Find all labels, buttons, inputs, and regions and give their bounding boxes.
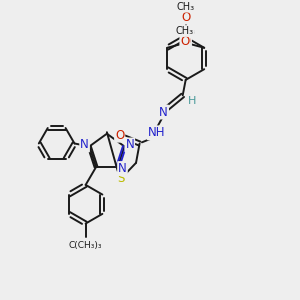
Text: O: O <box>115 129 124 142</box>
Text: C(CH₃)₃: C(CH₃)₃ <box>69 241 102 250</box>
Text: N: N <box>118 162 127 175</box>
Text: CH₃: CH₃ <box>176 26 194 36</box>
Text: O: O <box>181 11 190 24</box>
Text: N: N <box>125 139 134 152</box>
Text: NH: NH <box>148 126 165 139</box>
Text: O: O <box>182 35 191 48</box>
Text: N: N <box>80 139 89 152</box>
Text: CH₃: CH₃ <box>177 2 195 12</box>
Text: CH₃: CH₃ <box>177 26 195 36</box>
Text: O: O <box>180 35 190 48</box>
Text: H: H <box>188 96 196 106</box>
Text: S: S <box>117 172 124 185</box>
Text: N: N <box>159 106 168 118</box>
